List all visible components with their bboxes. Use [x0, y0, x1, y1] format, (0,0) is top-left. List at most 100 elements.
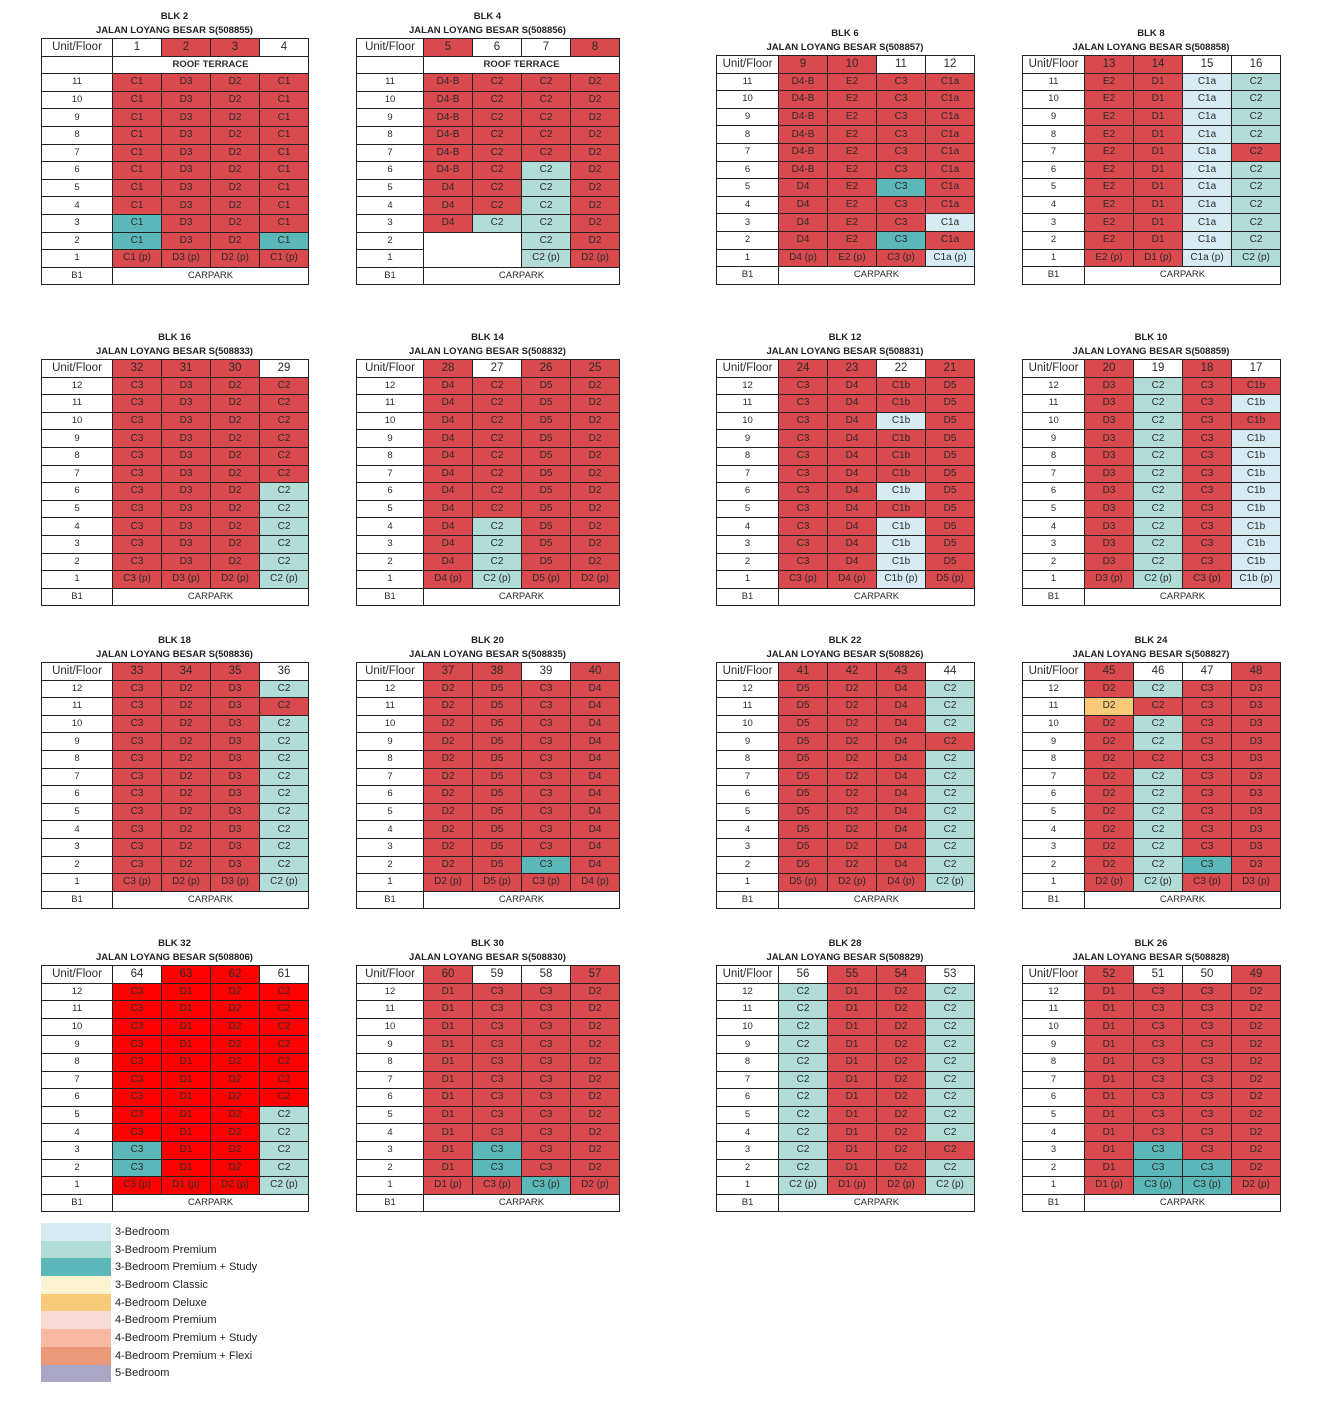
block-address: JALAN LOYANG BESAR S(508826) — [766, 649, 924, 660]
unit-cell: C2 — [778, 1052, 828, 1072]
unit-cell: C2 — [259, 1070, 309, 1090]
unit-cell: D1 — [827, 1123, 877, 1142]
unit-number: 54 — [876, 965, 926, 984]
unit-cell: E2 — [827, 90, 877, 109]
floor-number: 9 — [1022, 429, 1085, 448]
unit-cell: D3 — [161, 90, 211, 110]
unit-cell: D5 — [778, 697, 828, 716]
unit-cell: D1 — [827, 1052, 877, 1072]
unit-cell: D1 — [1084, 1123, 1134, 1142]
floor-row: 6 D2 C2 C3 D3 — [1022, 785, 1281, 804]
floor-row: 5 D4 E2 C3 C1a — [716, 178, 975, 197]
unit-cell: C3 — [1133, 1017, 1183, 1037]
unit-number: 7 — [521, 38, 571, 57]
floor-number: 7 — [41, 767, 113, 787]
unit-cell: C2 — [521, 196, 571, 215]
unit-cell: D2 — [570, 196, 620, 215]
unit-cell: C1 — [259, 231, 309, 251]
unit-cell: C3 — [1182, 552, 1232, 572]
unit-cell: C3 (p) — [112, 570, 162, 589]
unit-cell: D2 — [876, 1140, 926, 1160]
floor-number: 4 — [1022, 195, 1085, 215]
unit-cell: D1 — [1133, 178, 1183, 197]
unit-cell: D2 — [210, 1035, 260, 1054]
unit-cell: C3 — [521, 1105, 571, 1125]
unit-cell: C1b — [876, 464, 926, 484]
legend-swatch — [41, 1293, 111, 1312]
unit-cell: C2 (p) — [259, 873, 309, 892]
unit-cell: C3 — [1182, 1017, 1232, 1037]
unit-cell: C2 — [472, 429, 522, 448]
legend-label: 3-Bedroom Premium + Study — [115, 1261, 258, 1274]
floor-row: 5 C3 D4 C1b D5 — [716, 499, 975, 519]
unit-cell: D5 — [472, 732, 522, 751]
unit-cell: C3 — [472, 1070, 522, 1090]
unit-cell: C2 — [259, 679, 309, 699]
basement-row: B1 CARPARK — [356, 1193, 620, 1213]
unit-cell: C2 — [925, 1105, 975, 1125]
floor-number: 3 — [41, 1140, 113, 1160]
floor-number: 7 — [716, 1070, 779, 1090]
unit-cell: C2 — [1133, 837, 1183, 857]
unit-cell: D4 — [876, 837, 926, 857]
unit-cell: D1 — [161, 1105, 211, 1125]
floor-row: 11 C1 D3 D2 C1 — [41, 73, 309, 92]
block-address: JALAN LOYANG BESAR S(508833) — [96, 346, 253, 357]
floor-number: 3 — [41, 213, 113, 233]
unit-cell: D1 (p) — [827, 1176, 877, 1195]
unit-cell: C3 — [876, 230, 926, 250]
unit-floor-label: Unit/Floor — [41, 662, 113, 681]
unit-cell: D2 — [210, 1158, 260, 1178]
unit-cell: D2 — [210, 1000, 260, 1019]
legend-item: 4-Bedroom Premium + Study — [41, 1329, 257, 1347]
unit-cell: C3 — [1182, 982, 1232, 1002]
unit-cell: C2 — [1133, 517, 1183, 536]
block-blk-22: BLK 22 JALAN LOYANG BESAR S(508826) Unit/F… — [716, 634, 975, 910]
unit-cell: C3 — [521, 1140, 571, 1160]
unit-cell: C2 — [472, 161, 522, 180]
unit-cell: C2 — [259, 714, 309, 734]
unit-cell: D2 — [876, 982, 926, 1002]
unit-grid: Unit/Floor 56 55 54 53 12 C2 D1 D2 C2 11 C2 D1 D2 C2 10… — [716, 965, 975, 1213]
unit-cell: C2 — [259, 1035, 309, 1054]
floor-row: 5 D2 D5 C3 D4 — [356, 802, 620, 822]
block-title: BLK 2 — [160, 11, 189, 22]
floor-number: 8 — [41, 446, 113, 466]
unit-number: 27 — [472, 359, 522, 378]
floor-row: 4 C1 D3 D2 C1 — [41, 196, 309, 215]
unit-cell: D4-B — [423, 161, 473, 180]
unit-cell: D2 — [210, 1017, 260, 1037]
unit-cell: D5 (p) — [472, 873, 522, 892]
unit-cell: D3 — [161, 482, 211, 501]
unit-cell: D5 — [472, 802, 522, 822]
basement-row: B1 CARPARK — [41, 587, 309, 607]
block-title: BLK 24 — [1134, 635, 1168, 646]
unit-cell: C3 — [778, 534, 828, 554]
floor-row: 6 C3 D1 D2 C2 — [41, 1088, 309, 1107]
roof-terrace-label: ROOF TERRACE — [423, 55, 620, 75]
floor-number: 4 — [41, 196, 113, 215]
unit-cell: D2 — [210, 499, 260, 519]
floor-number: 11 — [1022, 1000, 1085, 1019]
unit-cell: D2 — [570, 411, 620, 431]
floor-row: 8 D5 D2 D4 C2 — [716, 749, 975, 769]
unit-cell: C3 — [876, 160, 926, 180]
unit-cell: C2 — [925, 982, 975, 1002]
unit-cell: C1 — [112, 213, 162, 233]
floor-number: 7 — [41, 143, 113, 163]
floor-number: 2 — [356, 231, 424, 251]
floor-row: 1 C3 (p) D1 (p) D2 (p) C2 (p) — [41, 1176, 309, 1195]
unit-cell: C3 — [876, 142, 926, 162]
unit-cell: C3 — [112, 820, 162, 839]
unit-cell: D5 — [472, 714, 522, 734]
unit-cell: C1a — [1182, 213, 1232, 232]
unit-number: 1 — [112, 38, 162, 57]
unit-cell: C1 (p) — [112, 249, 162, 268]
unit-cell: D3 — [1084, 552, 1134, 572]
unit-cell: D2 — [1231, 1123, 1281, 1142]
floor-row: 7 E2 D1 C1a C2 — [1022, 142, 1281, 162]
unit-cell: D1 — [1084, 1017, 1134, 1037]
unit-number: 53 — [925, 965, 975, 984]
unit-cell: D1 — [423, 1105, 473, 1125]
unit-cell: D5 — [925, 411, 975, 431]
